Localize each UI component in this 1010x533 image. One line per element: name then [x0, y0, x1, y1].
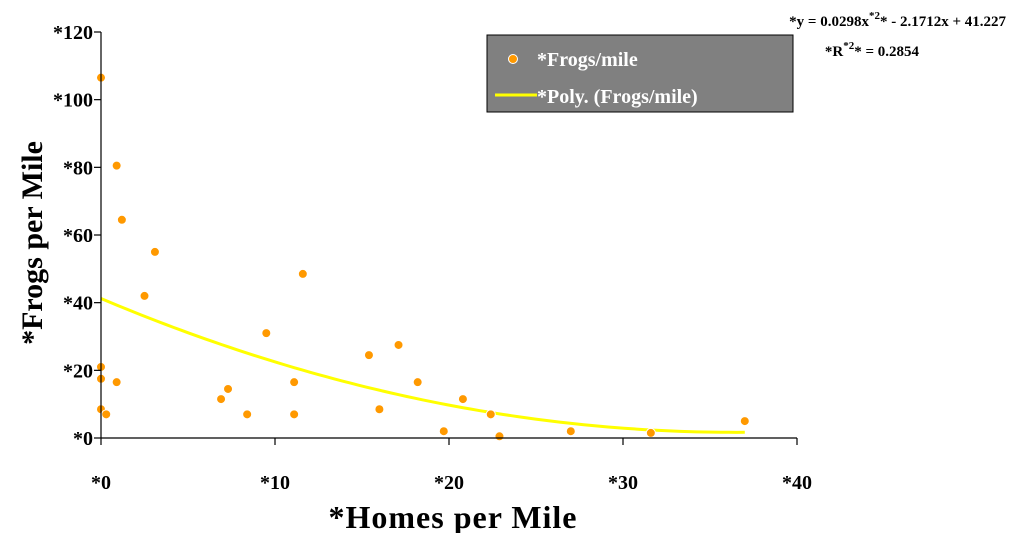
r-squared-superscript: *2 — [843, 40, 855, 52]
y-tick-label: *120 — [53, 22, 93, 44]
data-point — [412, 377, 423, 388]
legend-label-poly: *Poly. (Frogs/mile) — [537, 86, 698, 108]
data-point — [111, 160, 122, 171]
data-point — [438, 426, 449, 437]
data-point — [116, 214, 127, 225]
equation-suffix: * - 2.1712x + 41.227 — [880, 14, 1007, 30]
data-point — [216, 394, 227, 405]
y-axis-title: *Frogs per Mile — [16, 141, 49, 345]
x-tick-label: *20 — [434, 472, 464, 494]
y-tick-label: *0 — [73, 428, 93, 450]
trendline — [100, 297, 745, 434]
data-point — [289, 409, 300, 420]
data-point — [139, 290, 150, 301]
x-axis-ticks: *0 *10 *20 *30 *40 — [91, 438, 812, 494]
data-point — [111, 377, 122, 388]
data-point — [297, 268, 308, 279]
legend-box — [486, 34, 794, 113]
data-point — [223, 383, 234, 394]
data-point — [101, 409, 112, 420]
x-tick-label: *0 — [91, 472, 111, 494]
equation-text: *y = 0.0298x*2* - 2.1712x + 41.227 — [789, 10, 1006, 30]
axes: *0 *20 *40 *60 *80 *100 *120 *0 *10 *20 *30 *40 — [53, 22, 812, 494]
data-point — [494, 431, 505, 442]
legend: *Frogs/mile *Poly. (Frogs/mile) — [486, 34, 794, 113]
x-tick-label: *10 — [260, 472, 290, 494]
data-point — [565, 426, 576, 437]
y-tick-label: *80 — [63, 157, 93, 179]
equation-superscript: *2 — [869, 10, 881, 22]
trendline-layer — [100, 297, 745, 434]
x-tick-label: *40 — [782, 472, 812, 494]
trendline-equation: *y = 0.0298x*2* - 2.1712x + 41.227 *R*2*… — [789, 10, 1006, 60]
y-axis-ticks: *0 *20 *40 *60 *80 *100 *120 — [53, 22, 101, 450]
data-point — [457, 394, 468, 405]
y-tick-label: *100 — [53, 90, 93, 112]
data-point — [393, 339, 404, 350]
data-point — [149, 246, 160, 257]
data-point — [485, 409, 496, 420]
data-point — [242, 409, 253, 420]
points-layer — [96, 72, 750, 442]
equation-prefix: *y = 0.0298x — [789, 14, 869, 30]
legend-label-frogs: *Frogs/mile — [537, 49, 638, 71]
data-point — [261, 328, 272, 339]
data-point — [739, 416, 750, 427]
data-point — [289, 377, 300, 388]
x-tick-label: *30 — [608, 472, 638, 494]
x-axis-title: *Homes per Mile — [328, 499, 577, 533]
y-tick-label: *60 — [63, 225, 93, 247]
data-point — [374, 404, 385, 415]
y-tick-label: *20 — [63, 360, 93, 382]
y-tick-label: *40 — [63, 293, 93, 315]
r-squared-prefix: *R — [825, 44, 844, 60]
data-point — [645, 427, 656, 438]
r-squared-suffix: * = 0.2854 — [854, 44, 919, 60]
plot-area — [96, 72, 750, 442]
legend-marker-frogs — [508, 54, 518, 64]
data-point — [363, 350, 374, 361]
r-squared-text: *R*2* = 0.2854 — [825, 40, 920, 60]
